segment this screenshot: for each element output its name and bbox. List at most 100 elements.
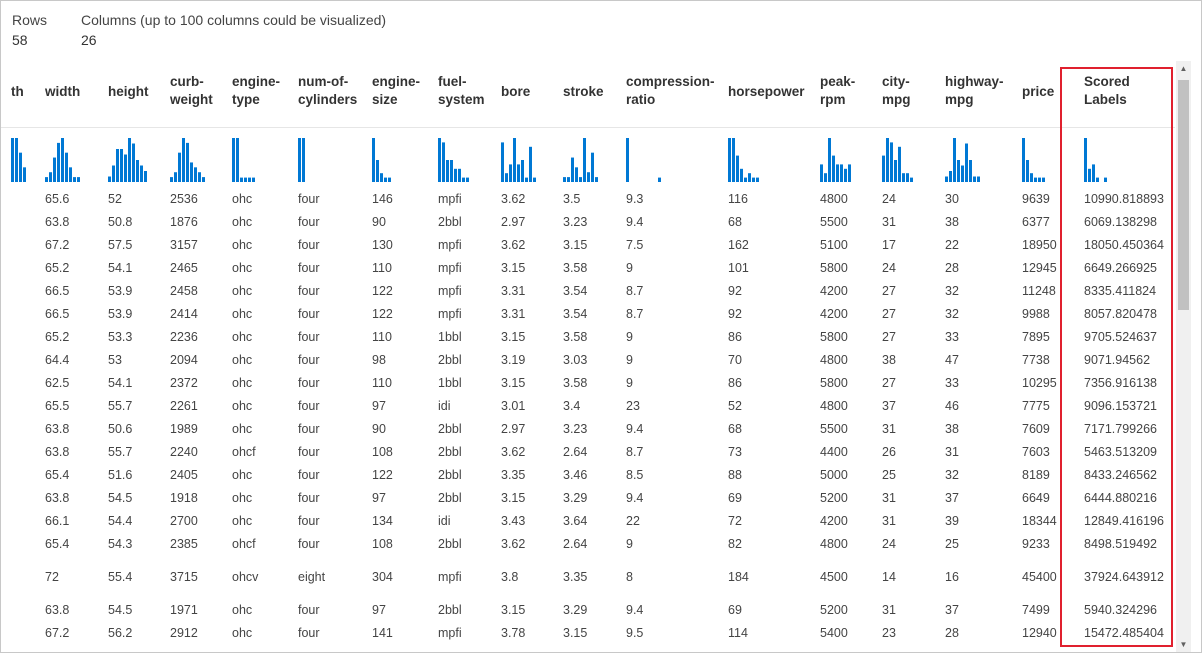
table-cell-width[interactable]: 65.4	[45, 468, 70, 482]
table-cell-scored-labels[interactable]: 12849.416196	[1084, 514, 1164, 528]
table-cell-city-mpg[interactable]: 27	[882, 330, 896, 344]
table-cell-peak-rpm[interactable]: 4200	[820, 514, 848, 528]
table-cell-horsepower[interactable]: 68	[728, 422, 742, 436]
table-cell-compression-ratio[interactable]: 8.5	[626, 468, 644, 482]
table-cell-bore[interactable]: 2.97	[501, 215, 526, 229]
table-cell-width[interactable]: 63.8	[45, 445, 70, 459]
table-cell-stroke[interactable]: 3.03	[563, 353, 588, 367]
table-cell-engine-type[interactable]: ohc	[232, 284, 253, 298]
table-cell-city-mpg[interactable]: 25	[882, 468, 896, 482]
table-cell-width[interactable]: 65.6	[45, 192, 70, 206]
table-cell-engine-size[interactable]: 110	[372, 261, 392, 275]
table-cell-width[interactable]: 66.5	[45, 307, 70, 321]
table-cell-scored-labels[interactable]: 18050.450364	[1084, 238, 1164, 252]
table-cell-num-of-cylinders[interactable]: four	[298, 603, 320, 617]
table-cell-num-of-cylinders[interactable]: four	[298, 238, 320, 252]
scroll-down-arrow-icon[interactable]: ▼	[1179, 640, 1188, 649]
table-cell-city-mpg[interactable]: 26	[882, 445, 896, 459]
table-cell-engine-type[interactable]: ohcv	[232, 570, 259, 584]
table-cell-num-of-cylinders[interactable]: four	[298, 192, 320, 206]
table-cell-scored-labels[interactable]: 8433.246562	[1084, 468, 1157, 482]
table-cell-peak-rpm[interactable]: 4800	[820, 537, 848, 551]
table-cell-bore[interactable]: 3.15	[501, 491, 526, 505]
column-header-length[interactable]: th	[11, 83, 24, 101]
table-cell-compression-ratio[interactable]: 9.4	[626, 422, 644, 436]
table-cell-peak-rpm[interactable]: 5100	[820, 238, 848, 252]
table-cell-peak-rpm[interactable]: 5200	[820, 603, 848, 617]
table-cell-scored-labels[interactable]: 9071.94562	[1084, 353, 1151, 367]
table-cell-city-mpg[interactable]: 31	[882, 215, 896, 229]
table-cell-highway-mpg[interactable]: 37	[945, 491, 959, 505]
table-cell-engine-type[interactable]: ohc	[232, 626, 253, 640]
table-cell-price[interactable]: 9233	[1022, 537, 1050, 551]
table-cell-engine-type[interactable]: ohcf	[232, 537, 256, 551]
column-header-highway-mpg[interactable]: highway-mpg	[945, 73, 1004, 109]
table-cell-price[interactable]: 7499	[1022, 603, 1050, 617]
table-cell-width[interactable]: 65.2	[45, 330, 70, 344]
table-cell-engine-type[interactable]: ohcf	[232, 445, 256, 459]
table-cell-stroke[interactable]: 2.64	[563, 537, 588, 551]
table-cell-peak-rpm[interactable]: 5500	[820, 215, 848, 229]
table-cell-stroke[interactable]: 3.46	[563, 468, 588, 482]
table-cell-engine-type[interactable]: ohc	[232, 215, 253, 229]
table-cell-bore[interactable]: 3.15	[501, 376, 526, 390]
table-cell-bore[interactable]: 3.01	[501, 399, 526, 413]
table-cell-bore[interactable]: 3.19	[501, 353, 526, 367]
table-cell-curb-weight[interactable]: 1876	[170, 215, 198, 229]
table-cell-bore[interactable]: 2.97	[501, 422, 526, 436]
table-cell-highway-mpg[interactable]: 37	[945, 603, 959, 617]
column-header-bore[interactable]: bore	[501, 83, 530, 101]
table-cell-fuel-system[interactable]: mpfi	[438, 307, 462, 321]
table-cell-width[interactable]: 62.5	[45, 376, 70, 390]
table-cell-compression-ratio[interactable]: 9	[626, 353, 633, 367]
table-cell-bore[interactable]: 3.15	[501, 603, 526, 617]
table-cell-compression-ratio[interactable]: 23	[626, 399, 640, 413]
table-cell-stroke[interactable]: 3.54	[563, 307, 588, 321]
table-cell-bore[interactable]: 3.35	[501, 468, 526, 482]
table-cell-horsepower[interactable]: 116	[728, 192, 748, 206]
table-cell-curb-weight[interactable]: 2261	[170, 399, 198, 413]
table-cell-scored-labels[interactable]: 6069.138298	[1084, 215, 1157, 229]
table-cell-engine-size[interactable]: 97	[372, 491, 386, 505]
table-cell-horsepower[interactable]: 92	[728, 284, 742, 298]
table-cell-engine-size[interactable]: 122	[372, 468, 393, 482]
table-cell-height[interactable]: 53.9	[108, 284, 133, 298]
table-cell-horsepower[interactable]: 86	[728, 376, 742, 390]
table-cell-highway-mpg[interactable]: 38	[945, 215, 959, 229]
table-cell-horsepower[interactable]: 70	[728, 353, 742, 367]
table-cell-height[interactable]: 52	[108, 192, 122, 206]
table-cell-curb-weight[interactable]: 1918	[170, 491, 198, 505]
table-cell-bore[interactable]: 3.31	[501, 307, 526, 321]
column-header-scored-labels[interactable]: Scored Labels	[1084, 73, 1130, 109]
table-cell-engine-size[interactable]: 141	[372, 626, 393, 640]
table-cell-bore[interactable]: 3.15	[501, 330, 526, 344]
table-cell-peak-rpm[interactable]: 5200	[820, 491, 848, 505]
table-cell-highway-mpg[interactable]: 32	[945, 307, 959, 321]
table-cell-height[interactable]: 54.3	[108, 537, 133, 551]
table-cell-peak-rpm[interactable]: 4800	[820, 192, 848, 206]
table-cell-scored-labels[interactable]: 37924.643912	[1084, 570, 1164, 584]
table-cell-city-mpg[interactable]: 23	[882, 626, 896, 640]
table-cell-city-mpg[interactable]: 31	[882, 603, 896, 617]
table-cell-horsepower[interactable]: 68	[728, 215, 742, 229]
table-cell-num-of-cylinders[interactable]: four	[298, 537, 320, 551]
table-cell-peak-rpm[interactable]: 4200	[820, 284, 848, 298]
table-cell-price[interactable]: 18344	[1022, 514, 1057, 528]
histogram-stroke[interactable]	[563, 136, 607, 182]
histogram-engine-size[interactable]	[372, 136, 408, 182]
table-cell-highway-mpg[interactable]: 32	[945, 468, 959, 482]
table-cell-curb-weight[interactable]: 2405	[170, 468, 198, 482]
table-cell-highway-mpg[interactable]: 16	[945, 570, 959, 584]
table-cell-scored-labels[interactable]: 8335.411824	[1084, 284, 1157, 298]
table-cell-num-of-cylinders[interactable]: four	[298, 626, 320, 640]
table-cell-stroke[interactable]: 3.58	[563, 376, 588, 390]
table-cell-price[interactable]: 6377	[1022, 215, 1050, 229]
scroll-up-arrow-icon[interactable]: ▲	[1179, 64, 1188, 73]
table-cell-engine-type[interactable]: ohc	[232, 376, 253, 390]
histogram-fuel-system[interactable]	[438, 136, 478, 182]
table-cell-height[interactable]: 54.1	[108, 261, 133, 275]
table-cell-width[interactable]: 63.8	[45, 603, 70, 617]
histogram-peak-rpm[interactable]	[820, 136, 864, 182]
table-cell-height[interactable]: 53	[108, 353, 122, 367]
table-cell-bore[interactable]: 3.78	[501, 626, 526, 640]
